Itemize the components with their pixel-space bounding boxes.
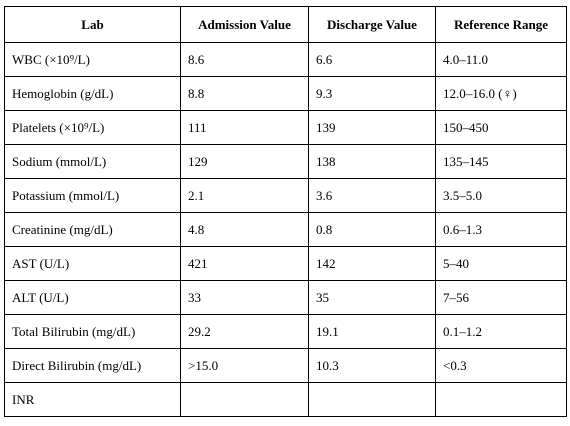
table-cell: 35 (308, 280, 436, 315)
table-cell: 8.8 (180, 76, 309, 111)
header-cell: Discharge Value (308, 6, 436, 43)
table-row: Potassium (mmol/L) 2.1 3.6 3.5–5.0 (4, 178, 567, 213)
table-cell: <0.3 (435, 348, 567, 383)
table-cell: 142 (308, 246, 436, 281)
table-row: INR (4, 382, 567, 417)
table-cell: 7–56 (435, 280, 567, 315)
table-row: WBC (×10⁹/L) 8.6 6.6 4.0–11.0 (4, 42, 567, 77)
table-cell: >15.0 (180, 348, 309, 383)
table-container: Lab Admission Value Discharge Value Referen… (4, 6, 567, 417)
table-cell: 3.6 (308, 178, 436, 213)
table-row: Platelets (×10⁹/L) 111 139 150–450 (4, 110, 567, 145)
header-cell: Admission Value (180, 6, 309, 43)
table-cell: 5–40 (435, 246, 567, 281)
lab-name: Creatinine (mg/dL) (4, 212, 181, 247)
empty-cell (308, 382, 436, 417)
table-cell: 9.3 (308, 76, 436, 111)
header-cell: Lab (4, 6, 181, 43)
lab-table: Lab Admission Value Discharge Value Referen… (4, 6, 567, 417)
lab-name: AST (U/L) (4, 246, 181, 281)
empty-cell (180, 382, 309, 417)
table-cell: 150–450 (435, 110, 567, 145)
table-cell: 421 (180, 246, 309, 281)
table-cell: 4.0–11.0 (435, 42, 567, 77)
table-cell: 12.0–16.0 (♀) (435, 76, 567, 111)
table-cell: 8.6 (180, 42, 309, 77)
empty-cell (435, 382, 567, 417)
table-row: Hemoglobin (g/dL) 8.8 9.3 12.0–16.0 (♀) (4, 76, 567, 111)
table-cell: 4.8 (180, 212, 309, 247)
table-cell: 33 (180, 280, 309, 315)
table-cell: 0.1–1.2 (435, 314, 567, 349)
lab-name: Platelets (×10⁹/L) (4, 110, 181, 145)
table-cell: 29.2 (180, 314, 309, 349)
table-cell: 0.6–1.3 (435, 212, 567, 247)
table-cell: 2.1 (180, 178, 309, 213)
lab-name: ALT (U/L) (4, 280, 181, 315)
table-cell: 6.6 (308, 42, 436, 77)
header-cell: Reference Range (435, 6, 567, 43)
table-cell: 111 (180, 110, 309, 145)
lab-name: Potassium (mmol/L) (4, 178, 181, 213)
table-row: AST (U/L) 421 142 5–40 (4, 246, 567, 281)
table-row: Creatinine (mg/dL) 4.8 0.8 0.6–1.3 (4, 212, 567, 247)
header-row: Lab Admission Value Discharge Value Referen… (4, 6, 567, 43)
table-row: Total Bilirubin (mg/dL) 29.2 19.1 0.1–1.2 (4, 314, 567, 349)
lab-name: INR (4, 382, 181, 417)
table-cell: 129 (180, 144, 309, 179)
table-cell: 19.1 (308, 314, 436, 349)
lab-name: Total Bilirubin (mg/dL) (4, 314, 181, 349)
lab-name: Sodium (mmol/L) (4, 144, 181, 179)
table-cell: 10.3 (308, 348, 436, 383)
lab-name: Direct Bilirubin (mg/dL) (4, 348, 181, 383)
table-cell: 3.5–5.0 (435, 178, 567, 213)
lab-name: WBC (×10⁹/L) (4, 42, 181, 77)
table-cell: 138 (308, 144, 436, 179)
table-cell: 0.8 (308, 212, 436, 247)
table-cell: 139 (308, 110, 436, 145)
table-body: WBC (×10⁹/L) 8.6 6.6 4.0–11.0 Hemoglobin (g/… (4, 42, 567, 417)
table-row: Direct Bilirubin (mg/dL) >15.0 10.3 <0.3 (4, 348, 567, 383)
table-row: ALT (U/L) 33 35 7–56 (4, 280, 567, 315)
lab-name: Hemoglobin (g/dL) (4, 76, 181, 111)
table-row: Sodium (mmol/L) 129 138 135–145 (4, 144, 567, 179)
table-cell: 135–145 (435, 144, 567, 179)
